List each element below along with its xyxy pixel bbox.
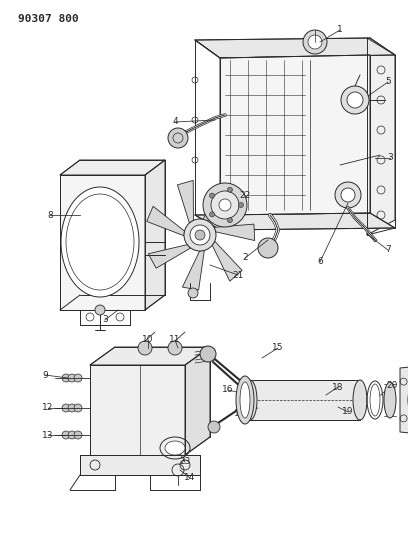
Circle shape <box>62 404 70 412</box>
Circle shape <box>210 193 215 198</box>
Polygon shape <box>203 186 238 221</box>
Text: 6: 6 <box>317 257 323 266</box>
Text: 22: 22 <box>239 191 251 200</box>
Ellipse shape <box>243 380 257 420</box>
Circle shape <box>308 35 322 49</box>
Circle shape <box>200 346 216 362</box>
Text: 9: 9 <box>42 370 48 379</box>
Text: 11: 11 <box>169 335 181 344</box>
Circle shape <box>188 288 198 298</box>
Text: 15: 15 <box>272 343 284 352</box>
Text: 1: 1 <box>337 26 343 35</box>
Text: 14: 14 <box>184 473 196 482</box>
Circle shape <box>239 203 244 207</box>
Polygon shape <box>220 55 370 215</box>
Polygon shape <box>400 365 408 435</box>
Circle shape <box>184 219 216 251</box>
Circle shape <box>68 404 76 412</box>
Circle shape <box>210 212 215 217</box>
Polygon shape <box>148 245 191 268</box>
Polygon shape <box>90 365 185 455</box>
Circle shape <box>190 225 210 245</box>
Polygon shape <box>60 160 165 175</box>
Text: 4: 4 <box>172 117 178 126</box>
Circle shape <box>95 305 105 315</box>
Text: 3: 3 <box>387 154 393 163</box>
Circle shape <box>341 188 355 202</box>
Polygon shape <box>367 38 395 235</box>
Circle shape <box>203 183 247 227</box>
Polygon shape <box>185 347 210 455</box>
Circle shape <box>219 199 231 211</box>
Text: 2: 2 <box>242 254 248 262</box>
Text: 3: 3 <box>102 316 108 325</box>
Text: 19: 19 <box>342 408 354 416</box>
Ellipse shape <box>370 384 380 416</box>
Polygon shape <box>60 175 145 310</box>
Polygon shape <box>80 455 200 475</box>
Text: 13: 13 <box>42 431 54 440</box>
Polygon shape <box>147 206 184 236</box>
Circle shape <box>62 374 70 382</box>
Ellipse shape <box>384 382 396 418</box>
Circle shape <box>74 404 82 412</box>
Text: 7: 7 <box>385 246 391 254</box>
Circle shape <box>68 431 76 439</box>
Text: 21: 21 <box>232 271 244 279</box>
Polygon shape <box>214 224 255 240</box>
Circle shape <box>335 182 361 208</box>
Circle shape <box>195 230 205 240</box>
Ellipse shape <box>236 376 254 424</box>
Polygon shape <box>177 180 193 223</box>
Ellipse shape <box>165 441 185 455</box>
Circle shape <box>341 86 369 114</box>
Text: 5: 5 <box>385 77 391 86</box>
Ellipse shape <box>61 187 139 297</box>
Circle shape <box>62 431 70 439</box>
Circle shape <box>68 374 76 382</box>
Circle shape <box>74 431 82 439</box>
Polygon shape <box>212 241 242 281</box>
Circle shape <box>227 187 233 192</box>
Ellipse shape <box>353 380 367 420</box>
Polygon shape <box>195 213 395 230</box>
Polygon shape <box>250 380 360 420</box>
Text: 16: 16 <box>222 385 234 394</box>
Ellipse shape <box>240 382 250 418</box>
Circle shape <box>258 238 278 258</box>
Circle shape <box>168 341 182 355</box>
Circle shape <box>227 217 233 223</box>
Polygon shape <box>182 251 204 290</box>
Circle shape <box>211 191 239 219</box>
Polygon shape <box>90 347 210 365</box>
Text: 90307 800: 90307 800 <box>18 14 79 24</box>
Text: 18: 18 <box>332 383 344 392</box>
Text: 8: 8 <box>47 211 53 220</box>
Circle shape <box>347 92 363 108</box>
Text: 12: 12 <box>42 403 54 413</box>
Circle shape <box>168 128 188 148</box>
Circle shape <box>208 421 220 433</box>
Polygon shape <box>195 38 395 58</box>
Circle shape <box>303 30 327 54</box>
Text: 20: 20 <box>386 381 398 390</box>
Text: 23: 23 <box>179 457 191 466</box>
Text: 17: 17 <box>234 408 246 417</box>
Circle shape <box>74 374 82 382</box>
Circle shape <box>138 341 152 355</box>
Polygon shape <box>145 160 165 310</box>
Text: 10: 10 <box>142 335 154 344</box>
